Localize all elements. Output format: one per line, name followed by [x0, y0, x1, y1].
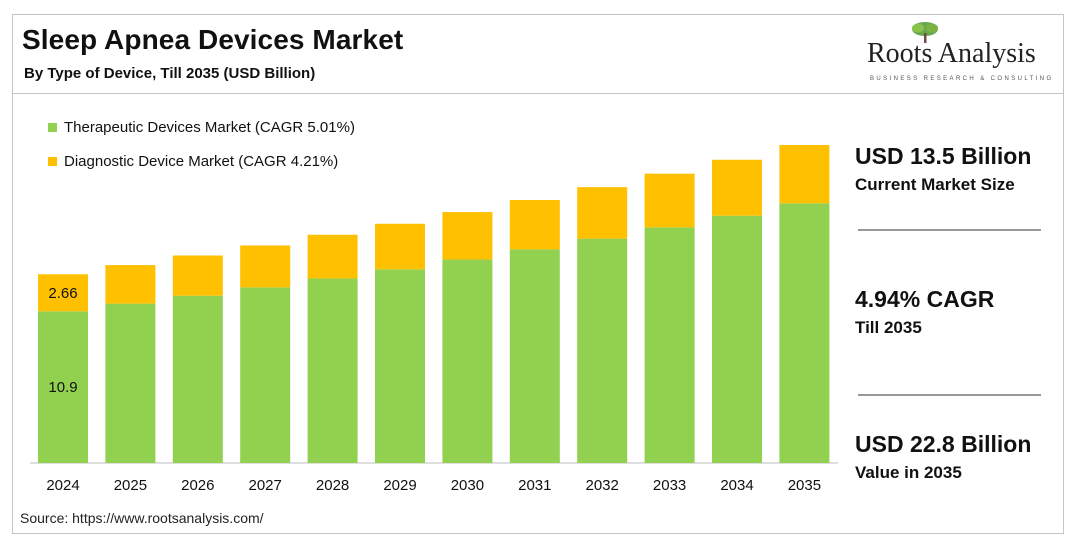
kpi-cagr: 4.94% CAGR Till 2035	[855, 286, 1060, 338]
x-tick-label: 2034	[720, 477, 753, 494]
data-label: 10.9	[48, 379, 77, 396]
x-tick-label: 2030	[451, 477, 484, 494]
x-tick-label: 2029	[383, 477, 416, 494]
legend-swatch-therapeutic	[48, 122, 57, 132]
kpi-divider	[858, 229, 1041, 231]
x-tick-label: 2024	[46, 477, 79, 494]
bar-diagnostic-2025	[105, 265, 156, 304]
kpi-label: Value in 2035	[855, 463, 962, 482]
bar-therapeutic-2034	[712, 215, 762, 463]
chart-frame	[12, 14, 1064, 534]
bar-therapeutic-2030	[442, 259, 493, 463]
bar-diagnostic-2031	[509, 199, 560, 250]
bar-therapeutic-2035	[779, 203, 830, 464]
bar-diagnostic-2024	[38, 274, 88, 312]
bar-therapeutic-2026	[172, 295, 223, 463]
logo-name: Roots Analysis	[867, 38, 1036, 69]
x-tick-label: 2027	[249, 477, 282, 494]
bar-diagnostic-2026	[172, 255, 223, 296]
header-divider	[12, 93, 1064, 94]
kpi-value: USD 13.5 Billion	[855, 143, 1032, 169]
bar-diagnostic-2028	[307, 234, 358, 279]
roots-analysis-logo[interactable]: Roots Analysis BUSINESS RESEARCH & CONSU…	[860, 20, 1060, 90]
logo-tagline: BUSINESS RESEARCH & CONSULTING	[870, 76, 1054, 82]
data-label: 2.66	[48, 285, 77, 302]
bar-diagnostic-2035	[779, 145, 830, 204]
bar-therapeutic-2033	[644, 227, 695, 463]
legend-swatch-diagnostic	[48, 156, 57, 166]
bar-therapeutic-2029	[375, 269, 425, 463]
kpi-value-2035: USD 22.8 Billion Value in 2035	[855, 431, 1060, 483]
bar-diagnostic-2027	[240, 245, 291, 288]
source-link[interactable]: Source: https://www.rootsanalysis.com/	[20, 510, 264, 526]
x-tick-label: 2033	[653, 477, 686, 494]
legend-item-diagnostic: Diagnostic Device Market (CAGR 4.21%)	[48, 144, 355, 178]
kpi-value: 4.94% CAGR	[855, 286, 995, 312]
kpi-divider	[858, 394, 1041, 396]
bar-therapeutic-2032	[577, 238, 628, 463]
bar-therapeutic-2024	[38, 311, 88, 463]
bar-therapeutic-2031	[509, 249, 560, 463]
kpi-label: Till 2035	[855, 318, 922, 337]
page-title: Sleep Apnea Devices Market	[22, 24, 404, 55]
x-tick-label: 2025	[114, 477, 147, 494]
chart-legend: Therapeutic Devices Market (CAGR 5.01%) …	[48, 110, 355, 178]
x-tick-label: 2031	[518, 477, 551, 494]
x-tick-label: 2035	[788, 477, 821, 494]
stacked-bar-chart: 2024 2025 2026 2027 2028 2029 2030 2031 2032 2033…	[30, 145, 838, 494]
legend-label-therapeutic: Therapeutic Devices Market (CAGR 5.01%)	[64, 118, 355, 136]
x-tick-label: 2028	[316, 477, 349, 494]
x-tick-label: 2032	[586, 477, 619, 494]
kpi-current-market-size: USD 13.5 Billion Current Market Size	[855, 143, 1060, 195]
tree-icon	[912, 22, 938, 43]
legend-item-therapeutic: Therapeutic Devices Market (CAGR 5.01%)	[48, 110, 355, 144]
kpi-label: Current Market Size	[855, 175, 1015, 194]
bar-diagnostic-2032	[577, 187, 628, 239]
bar-diagnostic-2033	[644, 173, 695, 228]
bar-diagnostic-2030	[442, 212, 493, 260]
page-subtitle: By Type of Device, Till 2035 (USD Billio…	[24, 65, 316, 82]
bar-diagnostic-2034	[712, 159, 762, 216]
bar-therapeutic-2027	[240, 287, 291, 463]
kpi-value: USD 22.8 Billion	[855, 431, 1032, 457]
bar-therapeutic-2028	[307, 278, 358, 463]
bar-diagnostic-2029	[375, 223, 425, 270]
legend-label-diagnostic: Diagnostic Device Market (CAGR 4.21%)	[64, 152, 339, 170]
bar-therapeutic-2025	[105, 303, 156, 463]
x-tick-label: 2026	[181, 477, 214, 494]
